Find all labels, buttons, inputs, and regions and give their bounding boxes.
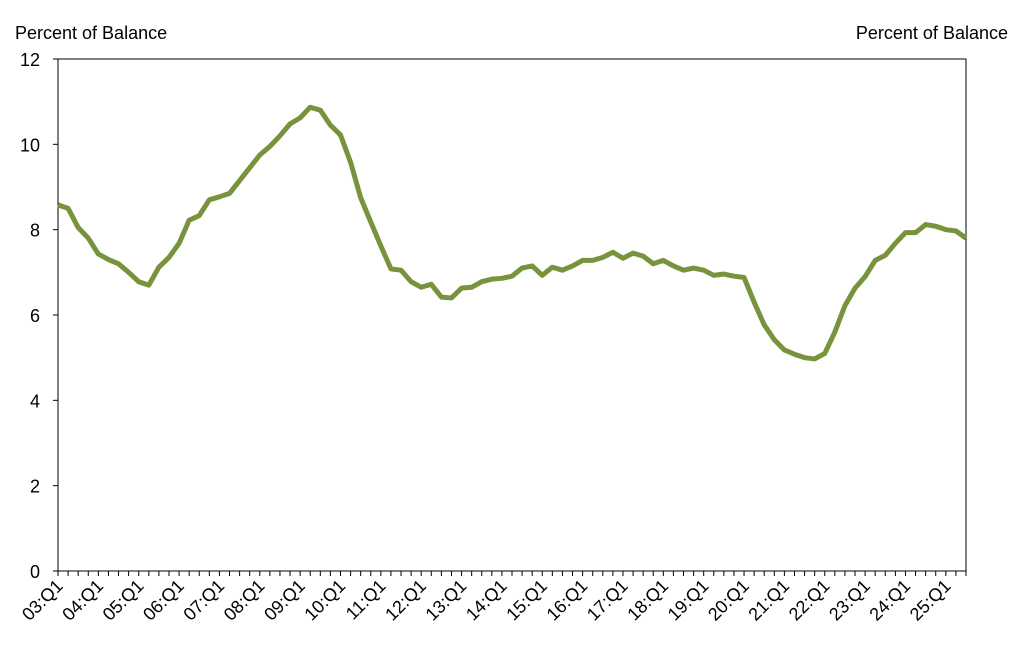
y-tick-label: 0 — [30, 562, 40, 582]
x-tick-label: 19:Q1 — [664, 576, 713, 625]
data-line — [57, 104, 968, 362]
x-tick-label: 03:Q1 — [18, 576, 67, 625]
x-tick-label: 24:Q1 — [865, 576, 914, 625]
x-tick-label: 25:Q1 — [906, 576, 955, 625]
x-tick-label: 06:Q1 — [139, 576, 188, 625]
y-tick-label: 12 — [20, 50, 40, 70]
y-tick-label: 2 — [30, 477, 40, 497]
x-tick-label: 17:Q1 — [583, 576, 632, 625]
x-tick-label: 13:Q1 — [422, 576, 471, 625]
y2-axis-label: Percent of Balance — [856, 23, 1008, 43]
x-tick-label: 18:Q1 — [623, 576, 672, 625]
y-tick-label: 10 — [20, 135, 40, 155]
y-tick-label: 6 — [30, 306, 40, 326]
x-tick-label: 08:Q1 — [220, 576, 269, 625]
x-tick-label: 09:Q1 — [260, 576, 309, 625]
y-tick-label: 8 — [30, 221, 40, 241]
x-tick-label: 20:Q1 — [704, 576, 753, 625]
x-tick-label: 04:Q1 — [58, 576, 107, 625]
x-tick-label: 14:Q1 — [462, 576, 511, 625]
x-tick-label: 07:Q1 — [179, 576, 228, 625]
x-tick-label: 23:Q1 — [825, 576, 874, 625]
plot-frame — [57, 58, 967, 572]
y-axis-label: Percent of Balance — [15, 23, 167, 43]
x-tick-label: 22:Q1 — [785, 576, 834, 625]
x-tick-label: 16:Q1 — [543, 576, 592, 625]
y-tick-label: 4 — [30, 391, 40, 411]
x-tick-label: 21:Q1 — [744, 576, 793, 625]
x-tick-label: 11:Q1 — [342, 576, 390, 624]
x-tick-label: 05:Q1 — [99, 576, 148, 625]
x-tick-label: 10:Q1 — [300, 576, 349, 625]
x-tick-label: 15:Q1 — [502, 576, 551, 625]
x-tick-label: 12:Q1 — [381, 576, 430, 625]
